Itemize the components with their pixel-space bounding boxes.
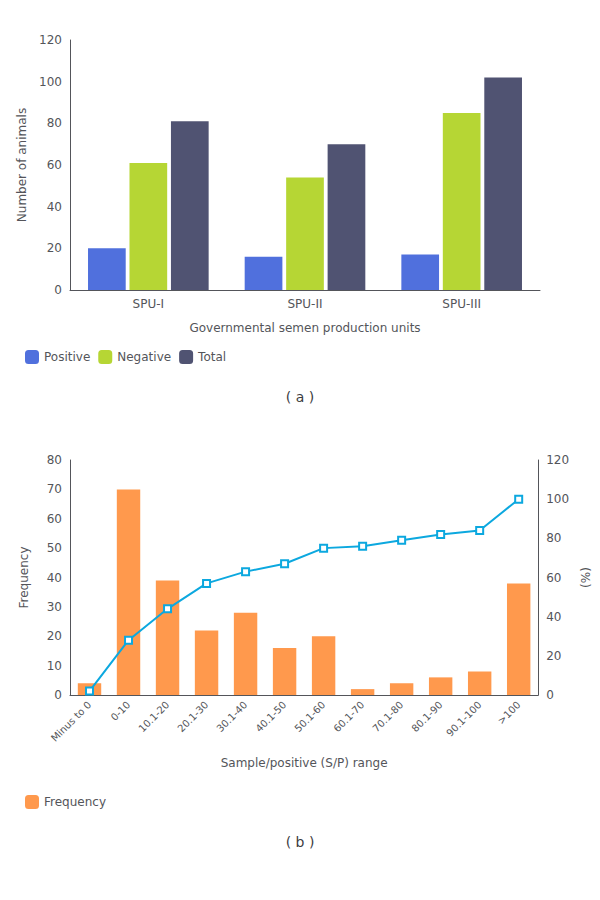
svg-text:20: 20 — [47, 241, 62, 255]
svg-text:120: 120 — [39, 33, 62, 47]
svg-text:40: 40 — [47, 571, 62, 585]
svg-text:SPU-I: SPU-I — [133, 297, 165, 311]
svg-text:0: 0 — [546, 688, 554, 702]
svg-text:20: 20 — [47, 629, 62, 643]
svg-text:0-10: 0-10 — [109, 699, 133, 723]
svg-text:90.1-100: 90.1-100 — [444, 699, 484, 739]
svg-text:0: 0 — [54, 283, 62, 297]
svg-text:( b ): ( b ) — [286, 834, 315, 850]
svg-text:Total: Total — [197, 350, 226, 364]
svg-text:Sample/positive (S/P) range: Sample/positive (S/P) range — [221, 756, 388, 770]
svg-text:60: 60 — [47, 512, 62, 526]
svg-text:0: 0 — [54, 688, 62, 702]
svg-text:(%): (%) — [579, 567, 593, 588]
svg-text:10: 10 — [47, 659, 62, 673]
svg-text:Frequency: Frequency — [17, 547, 31, 609]
svg-text:Number of animals: Number of animals — [15, 108, 29, 222]
svg-text:100: 100 — [546, 492, 569, 506]
svg-text:40.1-50: 40.1-50 — [253, 699, 288, 734]
svg-text:100: 100 — [39, 75, 62, 89]
svg-text:30: 30 — [47, 600, 62, 614]
svg-text:80: 80 — [47, 453, 62, 467]
svg-text:80: 80 — [546, 531, 561, 545]
svg-text:30.1-40: 30.1-40 — [214, 699, 249, 734]
svg-text:40: 40 — [47, 200, 62, 214]
svg-text:60: 60 — [47, 158, 62, 172]
svg-text:Negative: Negative — [117, 350, 171, 364]
svg-text:50: 50 — [47, 541, 62, 555]
svg-text:10.1-20: 10.1-20 — [136, 699, 171, 734]
svg-text:70.1-80: 70.1-80 — [370, 699, 405, 734]
svg-text:>100: >100 — [495, 699, 522, 726]
svg-text:Positive: Positive — [44, 350, 90, 364]
svg-text:40: 40 — [546, 610, 561, 624]
svg-text:20: 20 — [546, 649, 561, 663]
svg-text:120: 120 — [546, 453, 569, 467]
svg-text:( a ): ( a ) — [286, 389, 314, 405]
svg-text:Governmental semen production: Governmental semen production units — [189, 321, 420, 335]
svg-text:SPU-II: SPU-II — [287, 297, 322, 311]
svg-text:80.1-90: 80.1-90 — [410, 699, 445, 734]
svg-text:Minus to 0: Minus to 0 — [49, 699, 94, 744]
svg-text:Frequency: Frequency — [44, 795, 106, 809]
svg-text:80: 80 — [47, 116, 62, 130]
svg-text:SPU-III: SPU-III — [442, 297, 481, 311]
svg-text:60.1-70: 60.1-70 — [331, 699, 366, 734]
svg-text:20.1-30: 20.1-30 — [175, 699, 210, 734]
svg-text:70: 70 — [47, 482, 62, 496]
svg-text:50.1-60: 50.1-60 — [292, 699, 327, 734]
svg-text:60: 60 — [546, 571, 561, 585]
